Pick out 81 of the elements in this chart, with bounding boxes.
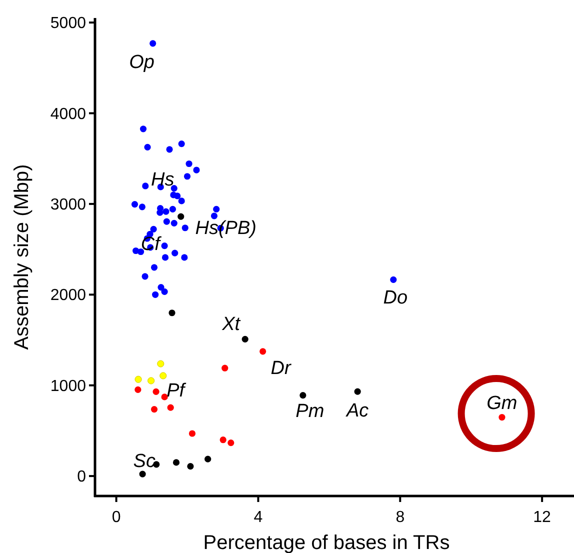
x-tick-label: 0: [112, 509, 121, 526]
point: [134, 376, 142, 383]
point: [152, 291, 159, 298]
point: [144, 144, 151, 150]
point: [162, 208, 170, 215]
point: [142, 273, 148, 280]
point: [220, 436, 226, 444]
point: [150, 226, 157, 232]
point: [161, 242, 168, 250]
point: [170, 185, 178, 192]
point: [140, 126, 147, 132]
point: [161, 288, 168, 295]
point: [138, 204, 146, 210]
point: [131, 201, 138, 208]
point: [162, 254, 169, 261]
point: [166, 146, 173, 153]
x-tick-label: 4: [254, 509, 263, 526]
y-tick-label: 4000: [50, 106, 86, 123]
point: [174, 192, 181, 200]
point: [184, 173, 191, 180]
point: [498, 414, 506, 421]
y-tick-label: 5000: [50, 15, 86, 32]
annotation: Pf: [166, 380, 186, 402]
point: [139, 470, 146, 478]
point: [172, 250, 178, 256]
annotation: Gm: [486, 392, 518, 414]
point: [178, 198, 185, 204]
point: [182, 224, 188, 232]
point: [300, 392, 306, 399]
point: [167, 404, 174, 411]
annotation: Xt: [221, 314, 241, 335]
point: [186, 160, 192, 168]
point: [213, 206, 220, 212]
annotation: Hs: [151, 170, 175, 191]
annotation: Dr: [270, 358, 292, 380]
point: [161, 394, 168, 400]
point: [169, 206, 176, 212]
x-tick-label: 12: [533, 509, 552, 526]
point: [157, 360, 164, 368]
point: [170, 220, 178, 226]
point: [134, 386, 142, 393]
annotation: Pm: [296, 400, 324, 422]
point: [210, 212, 218, 220]
point: [148, 377, 155, 384]
point: [142, 182, 149, 190]
point: [260, 348, 266, 355]
point: [193, 166, 200, 174]
x-axis-title: Percentage of bases in TRs: [203, 532, 450, 553]
point: [178, 213, 184, 220]
point: [156, 209, 164, 216]
y-tick-label: 1000: [50, 378, 86, 395]
y-tick-label: 0: [77, 468, 86, 486]
annotation: Ac: [345, 400, 370, 422]
point: [390, 276, 397, 283]
point: [204, 456, 212, 462]
point: [150, 406, 158, 413]
point: [188, 430, 196, 437]
point: [152, 388, 160, 395]
annotation: Hs(PB): [195, 218, 256, 240]
point: [228, 440, 234, 446]
point: [150, 40, 156, 47]
point: [150, 264, 158, 271]
annotation: Sc: [133, 451, 156, 472]
point: [242, 336, 248, 342]
y-axis-title: Assembly size (Mbp): [11, 164, 33, 350]
x-tick-label: 8: [396, 509, 405, 526]
point: [354, 388, 361, 395]
point: [163, 218, 170, 225]
point: [181, 254, 188, 261]
point: [222, 364, 228, 372]
annotation: Cf: [140, 234, 162, 256]
y-tick-label: 3000: [50, 196, 86, 214]
annotation: Do: [383, 287, 408, 308]
point: [178, 140, 185, 148]
y-tick-label: 2000: [50, 287, 86, 304]
annotation: Op: [129, 52, 155, 74]
point: [187, 463, 194, 470]
point: [168, 310, 176, 316]
point: [160, 372, 167, 380]
point: [158, 284, 164, 291]
point: [172, 459, 180, 466]
